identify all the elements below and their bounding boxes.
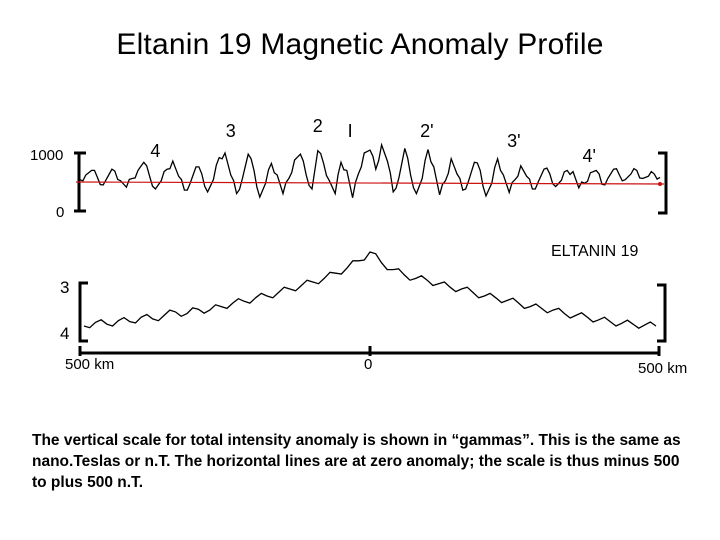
lower-y-tick-label: 3	[60, 278, 69, 297]
zero-line-marker	[658, 182, 662, 186]
lower-profile-line	[83, 251, 657, 329]
upper-y-tick-label: 1000	[30, 147, 63, 164]
x-tick-label: 500 km	[638, 360, 687, 377]
anomaly-label: 3	[226, 121, 236, 141]
slide-title: Eltanin 19 Magnetic Anomaly Profile	[116, 28, 604, 61]
anomaly-label: 3'	[507, 131, 520, 151]
zero-anomaly-line	[75, 181, 665, 185]
upper-y-tick-label: 0	[56, 204, 64, 221]
distance-axis: 500 km 0 500 km	[65, 346, 687, 377]
anomaly-label: 2	[313, 116, 323, 136]
lower-axis: 3 4	[60, 278, 667, 343]
lower-axis-bracket-right	[657, 283, 667, 343]
lower-y-tick-label: 4	[60, 324, 69, 343]
upper-axis: 1000 0	[30, 147, 668, 221]
x-tick-label: 500 km	[65, 356, 114, 373]
anomaly-labels: 4 3 2 I 2' 3' 4'	[150, 116, 596, 166]
upper-profile-line	[79, 142, 661, 200]
anomaly-label: 4'	[583, 146, 596, 166]
anomaly-label: 4	[150, 141, 160, 161]
x-tick-label: 0	[364, 356, 372, 373]
upper-axis-bracket-right	[658, 151, 668, 215]
anomaly-label: 2'	[420, 121, 433, 141]
lower-axis-bracket-left	[78, 281, 88, 343]
anomaly-label: I	[348, 121, 353, 141]
slide-caption: The vertical scale for total intensity a…	[32, 432, 681, 491]
lower-chart-title: ELTANIN 19	[551, 243, 639, 260]
magnetic-profile-figure: 1000 0 4 3 2 I 2' 3' 4' ELTANIN 19 3 4 500 km …	[30, 116, 687, 377]
